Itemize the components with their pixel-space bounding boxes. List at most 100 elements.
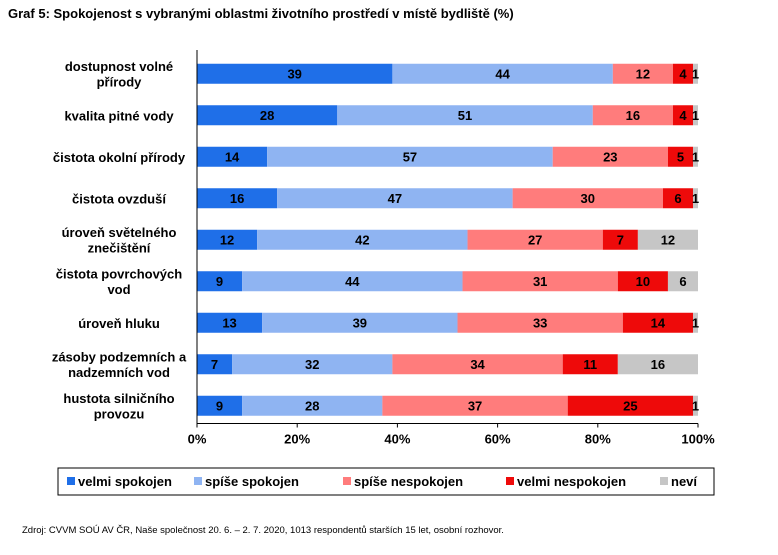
bar-segment [197, 188, 278, 209]
data-label: 44 [495, 66, 510, 81]
category-label: čistota okolní přírody [53, 150, 186, 165]
bar-segment [467, 229, 603, 250]
bar-segment [197, 63, 393, 84]
data-label: 4 [679, 108, 687, 123]
legend-swatch [343, 477, 351, 485]
legend-swatch [194, 477, 202, 485]
category-label: dostupnost volné [65, 59, 173, 74]
bar-segment [592, 105, 673, 126]
data-label: 16 [626, 108, 640, 123]
legend-swatch [67, 477, 75, 485]
data-label: 1 [692, 149, 699, 164]
category-label: kvalita pitné vody [64, 108, 174, 123]
bar-segment [392, 354, 563, 375]
category-label: přírody [97, 75, 143, 90]
legend-swatch [506, 477, 514, 485]
data-label: 7 [617, 232, 624, 247]
data-label: 6 [679, 274, 686, 289]
data-label: 12 [661, 232, 675, 247]
data-label: 5 [677, 149, 684, 164]
bar-segment [567, 395, 693, 416]
bar-segment [672, 105, 693, 126]
data-label: 14 [225, 149, 240, 164]
bar-segment [197, 312, 263, 333]
category-label: provozu [94, 407, 145, 422]
data-label: 1 [692, 108, 699, 123]
data-label: 33 [533, 315, 547, 330]
data-label: 11 [583, 357, 597, 372]
bar-segment [617, 271, 668, 292]
category-label: čistota ovzduší [72, 191, 166, 206]
category-label: úroveň hluku [78, 316, 160, 331]
source-note: Zdroj: CVVM SOÚ AV ČR, Naše společnost 2… [22, 525, 504, 536]
data-label: 12 [636, 66, 650, 81]
bar-segment [197, 395, 243, 416]
data-label: 34 [470, 357, 485, 372]
category-label: hustota silničního [63, 391, 174, 406]
x-axis: 0% 20% 40% 60% 80% 100% [188, 50, 715, 447]
bar-segment [337, 105, 593, 126]
bars-layer: 39 44 12 4 128 51 16 4 114 57 23 5 116 47 30 6 112 42 27 7 1… [197, 63, 699, 416]
bar-segment [197, 105, 338, 126]
data-label: 9 [216, 274, 223, 289]
data-label: 6 [674, 191, 681, 206]
legend-box [57, 467, 715, 496]
bar-segment [197, 146, 268, 167]
bar-segment [242, 271, 463, 292]
bar-segment [692, 105, 698, 126]
bar-segment [242, 395, 383, 416]
data-label: 31 [533, 274, 547, 289]
legend-label: neví [671, 474, 697, 489]
data-label: 13 [222, 315, 236, 330]
bar-segment [667, 146, 693, 167]
bar-segment [692, 63, 698, 84]
data-label: 1 [692, 315, 699, 330]
bar-segment [392, 63, 613, 84]
bar-segment [197, 354, 233, 375]
data-label: 7 [211, 357, 218, 372]
bar-segment [462, 271, 618, 292]
data-label: 28 [260, 108, 274, 123]
data-label: 1 [692, 191, 699, 206]
bar-segment [672, 63, 693, 84]
bar-segment [667, 271, 698, 292]
x-tick-label: 20% [284, 432, 310, 447]
legend-label: velmi spokojen [78, 474, 172, 489]
data-label: 37 [468, 398, 482, 413]
data-label: 30 [581, 191, 595, 206]
data-label: 14 [651, 315, 666, 330]
bar-segment [692, 312, 698, 333]
data-label: 39 [353, 315, 367, 330]
x-tick-label: 40% [384, 432, 410, 447]
bar-segment [612, 63, 673, 84]
data-label: 27 [528, 232, 542, 247]
x-tick-label: 0% [188, 432, 207, 447]
bar-segment [662, 188, 693, 209]
category-label: vod [107, 282, 130, 297]
x-tick-label: 80% [585, 432, 611, 447]
data-label: 1 [692, 398, 699, 413]
category-label: znečištění [88, 241, 151, 256]
chart-title: Graf 5: Spokojenost s vybranými oblastmi… [8, 6, 514, 21]
data-label: 12 [220, 232, 234, 247]
data-label: 44 [345, 274, 360, 289]
bar-segment [692, 146, 698, 167]
legend-label: velmi nespokojen [517, 474, 626, 489]
x-tick-label: 60% [485, 432, 511, 447]
data-label: 57 [403, 149, 417, 164]
bar-segment [197, 229, 258, 250]
bar-segment [257, 229, 468, 250]
category-label: úroveň světelného [62, 225, 177, 240]
data-label: 47 [388, 191, 402, 206]
bar-segment [637, 229, 698, 250]
bar-segment [602, 229, 638, 250]
data-label: 4 [679, 66, 687, 81]
data-label: 39 [287, 66, 301, 81]
data-label: 23 [603, 149, 617, 164]
bar-segment [267, 146, 553, 167]
bar-segment [562, 354, 618, 375]
bar-segment [262, 312, 458, 333]
bar-segment [552, 146, 668, 167]
data-label: 10 [636, 274, 650, 289]
